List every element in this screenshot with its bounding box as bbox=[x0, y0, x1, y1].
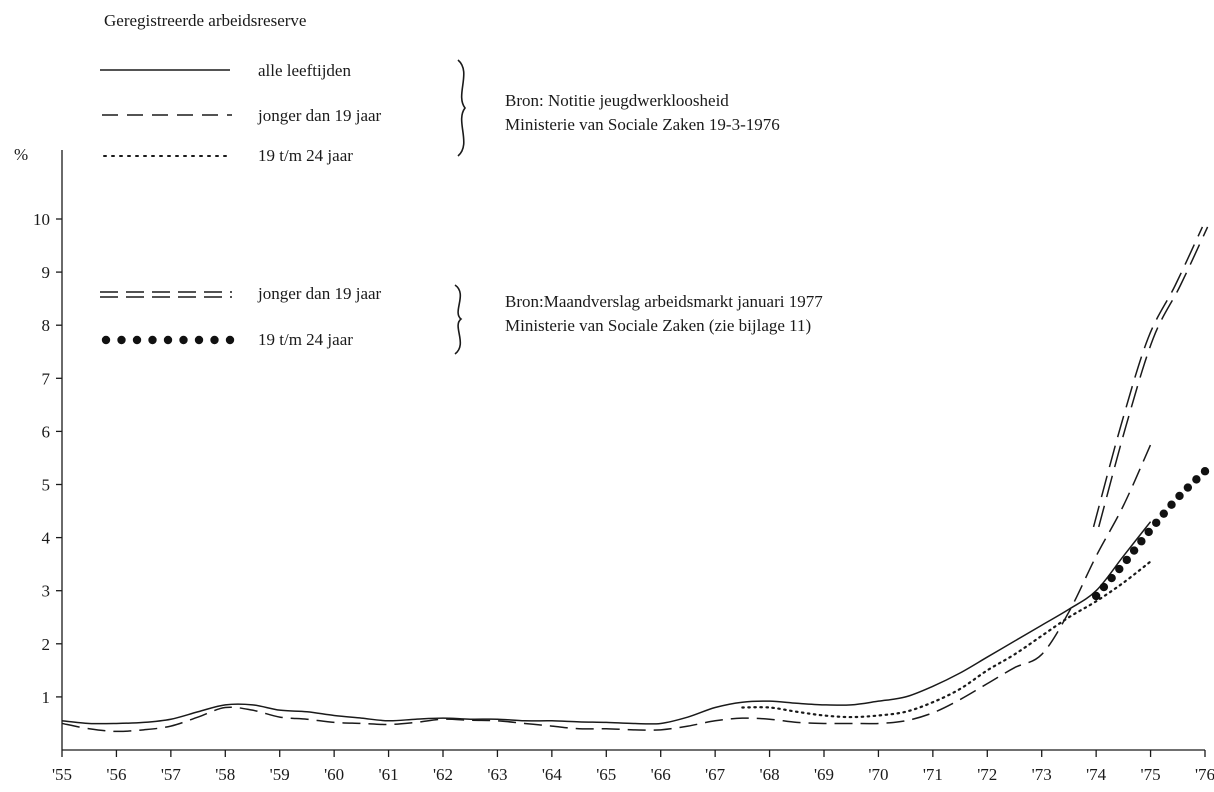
legend-dot bbox=[102, 336, 110, 344]
series-point bbox=[1167, 501, 1175, 509]
series-point bbox=[1092, 592, 1100, 600]
x-tick-label: '73 bbox=[1032, 765, 1052, 784]
x-tick-label: '57 bbox=[161, 765, 182, 784]
series-point bbox=[1192, 475, 1200, 483]
y-tick-label: 8 bbox=[42, 316, 51, 335]
series-point bbox=[1201, 467, 1209, 475]
legend-source-line: Ministerie van Sociale Zaken 19-3-1976 bbox=[505, 115, 780, 134]
series-point bbox=[1145, 528, 1153, 536]
series-point bbox=[1152, 519, 1160, 527]
legend-dot bbox=[148, 336, 156, 344]
x-tick-label: '66 bbox=[651, 765, 671, 784]
legend-source-line: Bron:Maandverslag arbeidsmarkt januari 1… bbox=[505, 292, 823, 311]
y-tick-label: 2 bbox=[42, 635, 51, 654]
legend-dot bbox=[164, 336, 172, 344]
x-tick-label: '61 bbox=[379, 765, 399, 784]
y-tick-group: 1 2 3 4 5 6 7 8 9 10 bbox=[33, 210, 62, 707]
legend-label: 19 t/m 24 jaar bbox=[258, 330, 353, 349]
x-tick-label: '70 bbox=[868, 765, 888, 784]
x-tick-group: '55 '56 '57 '58 '59 '60 '61 '62 '63 '64 '65 '66 '67 '… bbox=[52, 750, 1214, 784]
x-tick-label: '60 bbox=[324, 765, 344, 784]
series-point bbox=[1137, 537, 1145, 545]
series-double-dashed bbox=[1094, 227, 1208, 527]
x-tick-label: '62 bbox=[433, 765, 453, 784]
legend-dot bbox=[226, 336, 234, 344]
x-tick-label: '76 bbox=[1195, 765, 1214, 784]
x-tick-label: '68 bbox=[760, 765, 780, 784]
series-point bbox=[1115, 565, 1123, 573]
y-tick-label: 5 bbox=[42, 476, 51, 495]
series-line bbox=[1099, 227, 1208, 527]
series-point bbox=[1100, 583, 1108, 591]
series-line bbox=[62, 522, 1151, 724]
x-tick-label: '69 bbox=[814, 765, 834, 784]
legend-source-line: Ministerie van Sociale Zaken (zie bijlag… bbox=[505, 316, 811, 335]
legend-dot bbox=[179, 336, 187, 344]
legend-label: jonger dan 19 jaar bbox=[257, 106, 382, 125]
series-point bbox=[1160, 509, 1168, 517]
legend-dot bbox=[210, 336, 218, 344]
y-tick-label: 10 bbox=[33, 210, 50, 229]
series-point bbox=[1107, 574, 1115, 582]
series-line bbox=[742, 561, 1150, 717]
legend-dot bbox=[195, 336, 203, 344]
legend-dot bbox=[117, 336, 125, 344]
x-tick-label: '64 bbox=[542, 765, 563, 784]
legend-label: jonger dan 19 jaar bbox=[257, 284, 382, 303]
series-point bbox=[1123, 556, 1131, 564]
y-tick-label: 7 bbox=[42, 369, 51, 388]
x-tick-label: '59 bbox=[270, 765, 290, 784]
legend-group-1: alle leeftijden jonger dan 19 jaar 19 t/… bbox=[100, 60, 780, 165]
legend-label: 19 t/m 24 jaar bbox=[258, 146, 353, 165]
x-tick-label: '72 bbox=[977, 765, 997, 784]
legend-source-line: Bron: Notitie jeugdwerkloosheid bbox=[505, 91, 729, 110]
y-tick-label: 1 bbox=[42, 688, 51, 707]
series-line bbox=[62, 445, 1151, 732]
x-tick-label: '71 bbox=[923, 765, 943, 784]
x-tick-label: '65 bbox=[596, 765, 616, 784]
legend-swatch-heavy-dots bbox=[102, 336, 234, 344]
series-point bbox=[1130, 546, 1138, 554]
x-tick-label: '63 bbox=[487, 765, 507, 784]
x-tick-label: '55 bbox=[52, 765, 72, 784]
x-tick-label: '56 bbox=[106, 765, 126, 784]
series-point bbox=[1184, 483, 1192, 491]
brace-icon bbox=[455, 285, 461, 354]
x-tick-label: '67 bbox=[705, 765, 726, 784]
legend-group-2: jonger dan 19 jaar 19 t/m 24 jaar Bron:M… bbox=[100, 284, 823, 354]
brace-icon bbox=[458, 60, 465, 156]
series-point bbox=[1175, 492, 1183, 500]
y-tick-label: 4 bbox=[42, 529, 51, 548]
x-tick-label: '74 bbox=[1086, 765, 1107, 784]
y-axis-label: % bbox=[14, 145, 28, 164]
x-tick-label: '58 bbox=[215, 765, 235, 784]
series-dotted bbox=[742, 561, 1150, 717]
series-line bbox=[1094, 227, 1203, 527]
legend-dot bbox=[133, 336, 141, 344]
y-tick-label: 6 bbox=[42, 422, 51, 441]
series-solid bbox=[62, 522, 1151, 724]
series-dashed bbox=[62, 445, 1151, 732]
chart-title: Geregistreerde arbeidsreserve bbox=[104, 11, 306, 30]
legend-label: alle leeftijden bbox=[258, 61, 351, 80]
x-tick-label: '75 bbox=[1141, 765, 1161, 784]
y-tick-label: 9 bbox=[42, 263, 51, 282]
y-tick-label: 3 bbox=[42, 582, 51, 601]
